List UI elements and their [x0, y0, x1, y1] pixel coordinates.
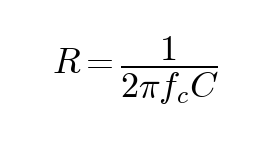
Text: $R = \dfrac{1}{2\pi f_c C}$: $R = \dfrac{1}{2\pi f_c C}$ — [52, 35, 219, 107]
